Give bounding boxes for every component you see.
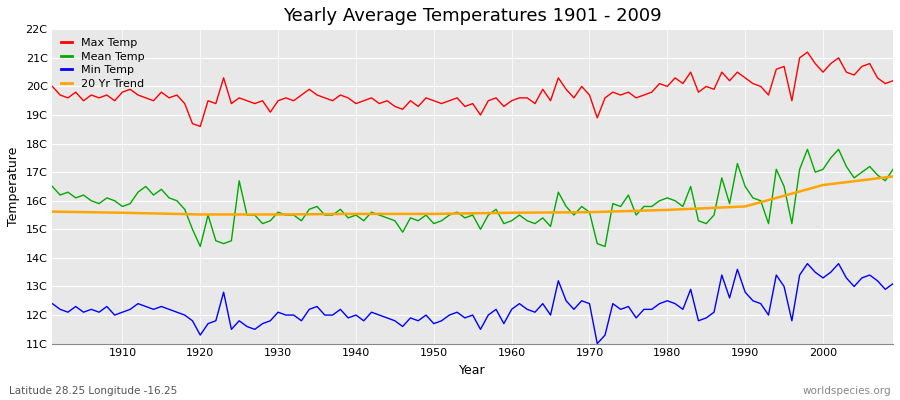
- Max Temp: [195, 124, 206, 129]
- Title: Yearly Average Temperatures 1901 - 2009: Yearly Average Temperatures 1901 - 2009: [284, 7, 662, 25]
- Max Temp: [802, 50, 813, 54]
- 20 Yr Trend: [350, 212, 361, 216]
- Line: Mean Temp: Mean Temp: [52, 149, 893, 246]
- Min Temp: [887, 281, 898, 286]
- Min Temp: [608, 301, 618, 306]
- Max Temp: [288, 98, 299, 103]
- 20 Yr Trend: [506, 210, 517, 215]
- Min Temp: [506, 307, 517, 312]
- Mean Temp: [288, 213, 299, 218]
- Text: Latitude 28.25 Longitude -16.25: Latitude 28.25 Longitude -16.25: [9, 386, 177, 396]
- 20 Yr Trend: [662, 208, 672, 212]
- Line: Min Temp: Min Temp: [52, 264, 893, 344]
- Min Temp: [109, 313, 120, 318]
- 20 Yr Trend: [817, 183, 828, 188]
- 20 Yr Trend: [584, 210, 595, 214]
- Mean Temp: [608, 201, 618, 206]
- Mean Temp: [109, 198, 120, 203]
- Mean Temp: [47, 184, 58, 189]
- Min Temp: [281, 313, 292, 318]
- Mean Temp: [887, 167, 898, 172]
- Max Temp: [506, 98, 517, 103]
- Max Temp: [109, 98, 120, 103]
- 20 Yr Trend: [47, 209, 58, 214]
- Min Temp: [47, 301, 58, 306]
- Mean Temp: [506, 218, 517, 223]
- Min Temp: [802, 261, 813, 266]
- Max Temp: [47, 84, 58, 89]
- Mean Temp: [514, 213, 525, 218]
- Min Temp: [499, 321, 509, 326]
- Line: Max Temp: Max Temp: [52, 52, 893, 126]
- Line: 20 Yr Trend: 20 Yr Trend: [52, 176, 893, 214]
- 20 Yr Trend: [887, 174, 898, 179]
- Y-axis label: Temperature: Temperature: [7, 147, 20, 226]
- X-axis label: Year: Year: [459, 364, 486, 377]
- Min Temp: [328, 313, 338, 318]
- Mean Temp: [335, 207, 346, 212]
- Min Temp: [592, 341, 603, 346]
- Max Temp: [887, 78, 898, 83]
- Max Temp: [335, 93, 346, 98]
- 20 Yr Trend: [740, 204, 751, 209]
- 20 Yr Trend: [273, 212, 284, 217]
- Mean Temp: [195, 244, 206, 249]
- Text: worldspecies.org: worldspecies.org: [803, 386, 891, 396]
- Max Temp: [608, 90, 618, 94]
- Mean Temp: [802, 147, 813, 152]
- 20 Yr Trend: [117, 210, 128, 215]
- 20 Yr Trend: [428, 212, 439, 216]
- Max Temp: [514, 96, 525, 100]
- Legend: Max Temp, Mean Temp, Min Temp, 20 Yr Trend: Max Temp, Mean Temp, Min Temp, 20 Yr Tre…: [58, 35, 148, 92]
- 20 Yr Trend: [195, 212, 206, 217]
